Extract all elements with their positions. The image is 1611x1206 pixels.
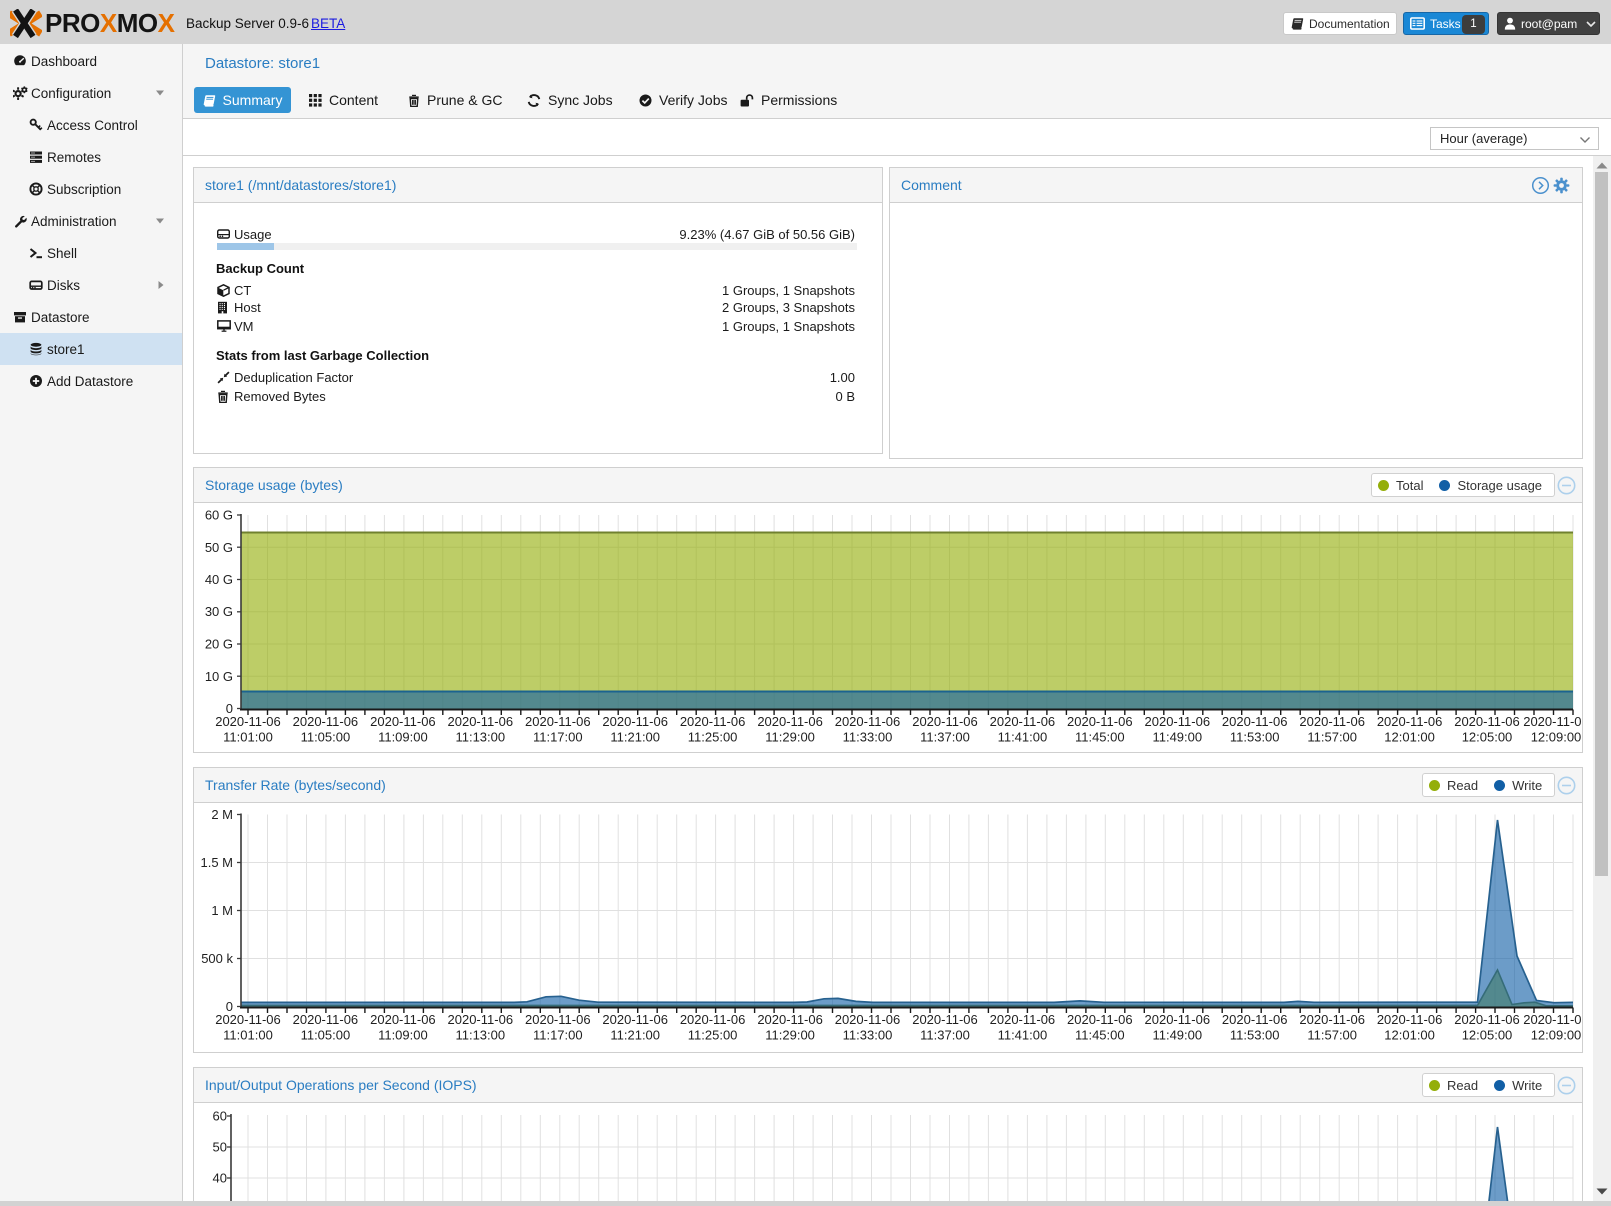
svg-text:2020-11-06: 2020-11-06 xyxy=(525,714,591,729)
svg-text:11:13:00: 11:13:00 xyxy=(455,730,505,745)
svg-text:11:25:00: 11:25:00 xyxy=(688,730,738,745)
svg-text:2 M: 2 M xyxy=(211,807,233,822)
svg-text:2020-11-06: 2020-11-06 xyxy=(1299,714,1365,729)
svg-text:50: 50 xyxy=(213,1140,227,1155)
svg-text:11:09:00: 11:09:00 xyxy=(378,730,428,745)
svg-text:2020-11-06: 2020-11-06 xyxy=(370,714,436,729)
svg-text:2020-11-06: 2020-11-06 xyxy=(1222,1012,1288,1027)
svg-text:0: 0 xyxy=(226,999,233,1014)
svg-text:2020-11-06: 2020-11-06 xyxy=(1067,1012,1133,1027)
svg-text:2020-11-06: 2020-11-06 xyxy=(835,1012,901,1027)
svg-text:2020-11-06: 2020-11-06 xyxy=(757,714,823,729)
svg-text:12:01:00: 12:01:00 xyxy=(1384,730,1435,745)
svg-text:2020-11-06: 2020-11-06 xyxy=(1523,1012,1582,1027)
svg-text:11:33:00: 11:33:00 xyxy=(843,1028,893,1043)
svg-text:2020-11-06: 2020-11-06 xyxy=(1377,1012,1443,1027)
svg-text:2020-11-06: 2020-11-06 xyxy=(757,1012,823,1027)
svg-text:2020-11-06: 2020-11-06 xyxy=(1523,714,1582,729)
svg-text:2020-11-06: 2020-11-06 xyxy=(448,1012,514,1027)
svg-text:2020-11-06: 2020-11-06 xyxy=(990,714,1056,729)
svg-text:2020-11-06: 2020-11-06 xyxy=(215,714,281,729)
svg-text:2020-11-06: 2020-11-06 xyxy=(370,1012,436,1027)
svg-text:2020-11-06: 2020-11-06 xyxy=(1145,1012,1211,1027)
svg-text:2020-11-06: 2020-11-06 xyxy=(1454,1012,1520,1027)
svg-text:11:49:00: 11:49:00 xyxy=(1152,1028,1202,1043)
svg-text:40: 40 xyxy=(213,1171,227,1186)
svg-text:2020-11-06: 2020-11-06 xyxy=(990,1012,1056,1027)
svg-text:11:09:00: 11:09:00 xyxy=(378,1028,428,1043)
svg-text:1 M: 1 M xyxy=(211,903,233,918)
svg-text:11:21:00: 11:21:00 xyxy=(610,1028,660,1043)
svg-text:11:57:00: 11:57:00 xyxy=(1307,730,1357,745)
svg-text:50 G: 50 G xyxy=(205,540,233,555)
svg-text:11:01:00: 11:01:00 xyxy=(223,1028,273,1043)
svg-text:11:17:00: 11:17:00 xyxy=(533,730,583,745)
svg-text:11:53:00: 11:53:00 xyxy=(1230,730,1280,745)
svg-text:12:05:00: 12:05:00 xyxy=(1462,730,1513,745)
svg-text:11:41:00: 11:41:00 xyxy=(998,1028,1048,1043)
svg-text:1.5 M: 1.5 M xyxy=(200,855,233,870)
svg-text:2020-11-06: 2020-11-06 xyxy=(602,1012,668,1027)
svg-text:2020-11-06: 2020-11-06 xyxy=(912,714,978,729)
svg-text:11:29:00: 11:29:00 xyxy=(765,1028,815,1043)
svg-text:2020-11-06: 2020-11-06 xyxy=(448,714,514,729)
svg-text:2020-11-06: 2020-11-06 xyxy=(525,1012,591,1027)
svg-text:12:05:00: 12:05:00 xyxy=(1462,1028,1513,1043)
svg-text:500 k: 500 k xyxy=(201,951,233,966)
svg-text:11:33:00: 11:33:00 xyxy=(843,730,893,745)
svg-text:11:45:00: 11:45:00 xyxy=(1075,730,1125,745)
svg-text:2020-11-06: 2020-11-06 xyxy=(835,714,901,729)
svg-text:20 G: 20 G xyxy=(205,637,233,652)
svg-text:11:21:00: 11:21:00 xyxy=(610,730,660,745)
svg-text:0: 0 xyxy=(226,701,233,716)
svg-text:11:41:00: 11:41:00 xyxy=(998,730,1048,745)
svg-text:11:05:00: 11:05:00 xyxy=(301,1028,351,1043)
svg-text:11:37:00: 11:37:00 xyxy=(920,730,970,745)
svg-text:11:53:00: 11:53:00 xyxy=(1230,1028,1280,1043)
svg-text:2020-11-06: 2020-11-06 xyxy=(680,1012,746,1027)
svg-text:11:49:00: 11:49:00 xyxy=(1152,730,1202,745)
svg-text:12:09:00: 12:09:00 xyxy=(1531,730,1582,745)
svg-text:2020-11-06: 2020-11-06 xyxy=(602,714,668,729)
svg-text:2020-11-06: 2020-11-06 xyxy=(1454,714,1520,729)
svg-text:12:01:00: 12:01:00 xyxy=(1384,1028,1435,1043)
svg-text:2020-11-06: 2020-11-06 xyxy=(293,1012,359,1027)
svg-text:60 G: 60 G xyxy=(205,508,233,523)
svg-text:11:01:00: 11:01:00 xyxy=(223,730,273,745)
svg-text:11:13:00: 11:13:00 xyxy=(455,1028,505,1043)
svg-text:2020-11-06: 2020-11-06 xyxy=(1067,714,1133,729)
svg-text:2020-11-06: 2020-11-06 xyxy=(912,1012,978,1027)
svg-text:30 G: 30 G xyxy=(205,604,233,619)
svg-text:40 G: 40 G xyxy=(205,572,233,587)
svg-text:11:45:00: 11:45:00 xyxy=(1075,1028,1125,1043)
svg-text:2020-11-06: 2020-11-06 xyxy=(293,714,359,729)
svg-text:11:17:00: 11:17:00 xyxy=(533,1028,583,1043)
svg-text:2020-11-06: 2020-11-06 xyxy=(1222,714,1288,729)
svg-text:11:57:00: 11:57:00 xyxy=(1307,1028,1357,1043)
svg-text:2020-11-06: 2020-11-06 xyxy=(1299,1012,1365,1027)
svg-text:60: 60 xyxy=(213,1109,227,1124)
svg-text:11:05:00: 11:05:00 xyxy=(301,730,351,745)
svg-text:11:37:00: 11:37:00 xyxy=(920,1028,970,1043)
svg-text:2020-11-06: 2020-11-06 xyxy=(215,1012,281,1027)
svg-text:11:25:00: 11:25:00 xyxy=(688,1028,738,1043)
svg-text:12:09:00: 12:09:00 xyxy=(1531,1028,1582,1043)
svg-text:11:29:00: 11:29:00 xyxy=(765,730,815,745)
svg-text:2020-11-06: 2020-11-06 xyxy=(680,714,746,729)
svg-text:10 G: 10 G xyxy=(205,669,233,684)
svg-text:2020-11-06: 2020-11-06 xyxy=(1145,714,1211,729)
svg-text:2020-11-06: 2020-11-06 xyxy=(1377,714,1443,729)
